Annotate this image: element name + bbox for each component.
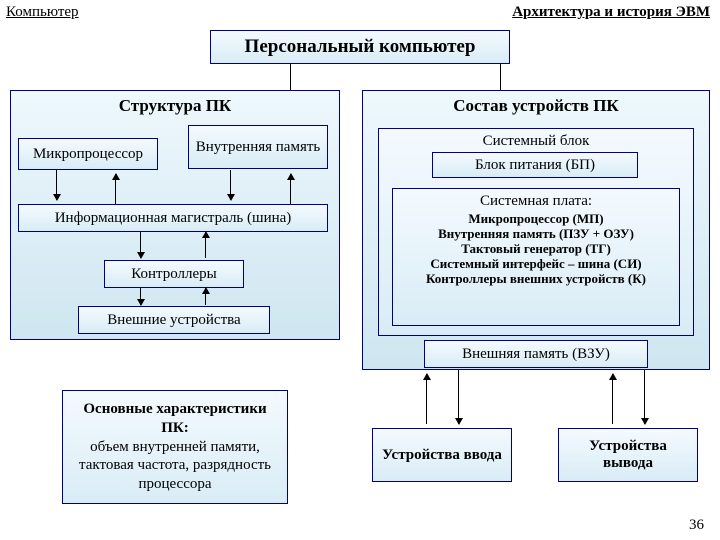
arrow [205, 288, 206, 305]
sys-board-title: Системная плата: [480, 193, 592, 210]
arrow [56, 170, 57, 200]
header-right: Архитектура и история ЭВМ [512, 4, 710, 21]
arrow [230, 170, 231, 200]
right-panel-title: Состав устройств ПК [362, 96, 710, 116]
connector [290, 64, 291, 90]
box-ext-devices: Внешние устройства [78, 306, 270, 334]
box-bus: Информационная магистраль (шина) [18, 204, 328, 232]
title-box: Персональный компьютер [210, 30, 510, 64]
arrow [458, 370, 459, 424]
box-input-devices: Устройства ввода [372, 428, 512, 482]
box-psu: Блок питания (БП) [432, 152, 638, 178]
arrow [140, 288, 141, 305]
arrow [205, 232, 206, 258]
box-internal-memory: Внутренняя память [188, 125, 328, 169]
sys-block-label: Системный блок [483, 133, 590, 150]
connector [500, 64, 501, 90]
char-body: объем внутренней памяти, тактовая частот… [69, 438, 281, 494]
arrow [426, 374, 427, 424]
box-output-devices: Устройства вывода [558, 428, 698, 482]
arrow [644, 370, 645, 424]
sys-board-items: Микропроцессор (МП) Внутренняя память (П… [426, 212, 646, 287]
box-sys-board: Системная плата: Микропроцессор (МП) Вну… [392, 188, 680, 326]
box-characteristics: Основные характеристики ПК: объем внутре… [62, 390, 288, 504]
arrow [140, 232, 141, 258]
arrow [290, 174, 291, 204]
char-title: Основные характеристики ПК: [69, 400, 281, 438]
page-number: 36 [689, 517, 704, 534]
box-ext-mem: Внешняя память (ВЗУ) [424, 340, 648, 368]
left-panel-title: Структура ПК [10, 96, 340, 116]
arrow [115, 174, 116, 204]
box-controllers: Контроллеры [104, 260, 244, 288]
header-left: Компьютер [6, 4, 79, 21]
box-microprocessor: Микропроцессор [18, 138, 158, 170]
arrow [612, 374, 613, 424]
